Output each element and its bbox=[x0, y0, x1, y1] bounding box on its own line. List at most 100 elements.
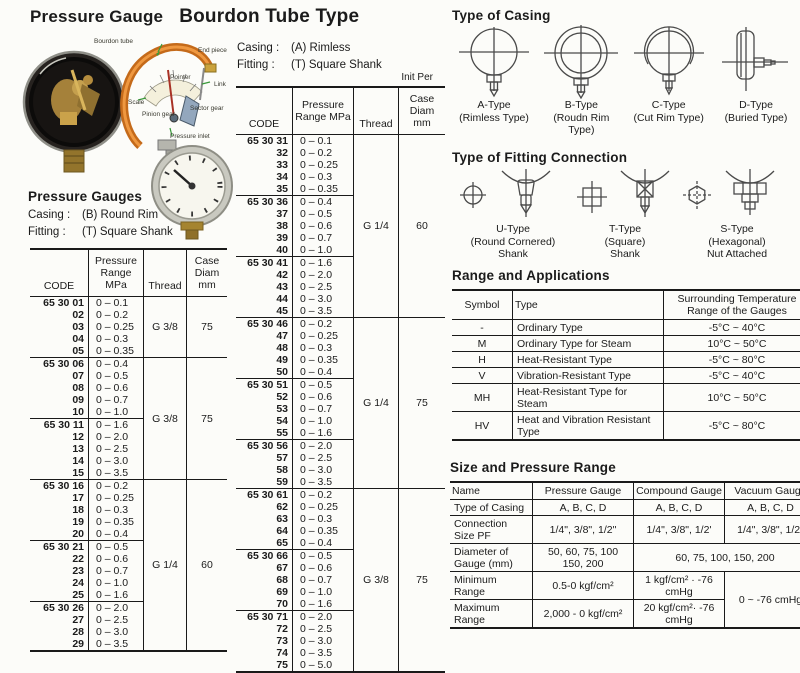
pressure-range-cell: 0 – 3.0 bbox=[89, 455, 144, 467]
code-cell: 67 bbox=[236, 562, 293, 574]
code-cell: 72 bbox=[236, 623, 293, 635]
column-header: Symbol bbox=[452, 290, 513, 320]
pressure-range-cell: 0 – 3.0 bbox=[293, 293, 354, 305]
thread-cell: G 1/4 bbox=[144, 480, 187, 652]
pressure-range-cell: 0 – 0.3 bbox=[89, 333, 144, 345]
left-fitting-line: Fitting : (T) Square Shank bbox=[28, 224, 218, 241]
temperature-range-cell: 10°C ~ 50°C bbox=[664, 384, 800, 412]
value-cell: 2,000 - 0 kgf/cm² bbox=[533, 600, 634, 629]
pressure-range-cell: 0 – 0.3 bbox=[89, 504, 144, 516]
fitting-type-desc: (Hexagonal) bbox=[676, 236, 798, 249]
casing-label: Casing : bbox=[237, 40, 291, 57]
type-cell: Heat-Resistant Type for Steam bbox=[513, 384, 664, 412]
column-header: CODE bbox=[30, 249, 89, 297]
code-cell: 13 bbox=[30, 443, 89, 455]
column-header: Compound Gauge bbox=[634, 482, 725, 500]
square-shank-icon bbox=[577, 167, 687, 223]
case-diam-cell: 60 bbox=[399, 135, 446, 318]
code-cell: 09 bbox=[30, 394, 89, 406]
code-cell: 44 bbox=[236, 293, 293, 305]
code-cell: 59 bbox=[236, 476, 293, 489]
code-cell: 50 bbox=[236, 366, 293, 379]
code-cell: 18 bbox=[30, 504, 89, 516]
pressure-range-cell: 0 – 1.0 bbox=[293, 244, 354, 257]
pressure-range-cell: 0 – 0.3 bbox=[293, 342, 354, 354]
code-cell: 65 30 01 bbox=[30, 297, 89, 310]
value-cell: 0.5-0 kgf/cm² bbox=[533, 572, 634, 600]
code-cell: 47 bbox=[236, 330, 293, 342]
code-cell: 70 bbox=[236, 598, 293, 611]
table-row: Diameter of Gauge (mm)50, 60, 75, 100 15… bbox=[450, 544, 800, 572]
left-section-info: Pressure Gauges Casing : (B) Round Rim F… bbox=[28, 189, 218, 241]
code-cell: 73 bbox=[236, 635, 293, 647]
pressure-range-cell: 0 – 0.2 bbox=[89, 309, 144, 321]
middle-section-info: Casing : (A) Rimless Fitting : (T) Squar… bbox=[237, 40, 435, 74]
fitting-type-u: U-Type (Round Cornered) Shank bbox=[452, 167, 574, 261]
pressure-range-cell: 0 – 0.6 bbox=[293, 562, 354, 574]
code-cell: 22 bbox=[30, 553, 89, 565]
pressure-range-cell: 0 – 1.6 bbox=[293, 598, 354, 611]
fitting-type-desc2: Nut Attached bbox=[676, 248, 798, 261]
round-cornered-shank-icon bbox=[458, 167, 568, 223]
code-cell: 65 30 31 bbox=[236, 135, 293, 148]
pressure-range-cell: 0 – 3.5 bbox=[89, 467, 144, 480]
type-cell: Ordinary Type for Steam bbox=[513, 336, 664, 352]
column-header: Pressure Range MPa bbox=[89, 249, 144, 297]
symbol-cell: HV bbox=[452, 412, 513, 441]
code-cell: 23 bbox=[30, 565, 89, 577]
symbol-cell: M bbox=[452, 336, 513, 352]
column-header: Type bbox=[513, 290, 664, 320]
type-of-fitting-section: Type of Fitting Connection U-Type (Round… bbox=[452, 150, 798, 261]
diagram-label-end-piece: End piece bbox=[198, 47, 227, 54]
size-section-title: Size and Pressure Range bbox=[450, 460, 797, 475]
column-header: Name bbox=[450, 482, 533, 500]
code-cell: 17 bbox=[30, 492, 89, 504]
row-label-cell: Maximum Range bbox=[450, 600, 533, 629]
code-cell: 63 bbox=[236, 513, 293, 525]
cut-rim-gauge-icon bbox=[629, 25, 709, 99]
symbol-cell: H bbox=[452, 352, 513, 368]
code-cell: 65 30 11 bbox=[30, 419, 89, 432]
buried-gauge-icon bbox=[716, 25, 796, 99]
diagram-label-pinion-gear: Pinion gear bbox=[142, 111, 175, 118]
pressure-range-cell: 0 – 1.0 bbox=[293, 586, 354, 598]
pressure-range-cell: 0 – 1.0 bbox=[293, 415, 354, 427]
casing-type-a: A-Type (Rimless Type) bbox=[452, 25, 536, 137]
fitting-value: (T) Square Shank bbox=[82, 224, 173, 241]
pressure-range-cell: 0 – 0.3 bbox=[293, 513, 354, 525]
value-cell: A, B, C, D bbox=[634, 500, 725, 516]
pressure-range-cell: 0 – 0.35 bbox=[89, 516, 144, 528]
casing-type-c: C-Type (Cut Rim Type) bbox=[627, 25, 711, 137]
pressure-range-cell: 0 – 0.7 bbox=[293, 403, 354, 415]
code-cell: 12 bbox=[30, 431, 89, 443]
case-diam-cell: 75 bbox=[399, 489, 446, 673]
pressure-range-cell: 0 – 0.7 bbox=[293, 232, 354, 244]
row-label-cell: Minimum Range bbox=[450, 572, 533, 600]
pressure-range-cell: 0 – 3.5 bbox=[293, 647, 354, 659]
pressure-range-cell: 0 – 0.3 bbox=[293, 171, 354, 183]
casing-type-name: D-Type bbox=[714, 99, 798, 112]
code-cell: 24 bbox=[30, 577, 89, 589]
pressure-range-cell: 0 – 0.7 bbox=[89, 394, 144, 406]
page-title-main: Pressure Gauge bbox=[30, 7, 163, 26]
code-cell: 65 30 41 bbox=[236, 257, 293, 270]
fitting-type-s: S-Type (Hexagonal) Nut Attached bbox=[676, 167, 798, 261]
diagram-label-link: Link bbox=[214, 81, 226, 88]
pressure-range-cell: 0 – 0.35 bbox=[293, 354, 354, 366]
code-cell: 34 bbox=[236, 171, 293, 183]
type-cell: Ordinary Type bbox=[513, 320, 664, 336]
row-label-cell: Diameter of Gauge (mm) bbox=[450, 544, 533, 572]
temperature-range-cell: -5°C ~ 80°C bbox=[664, 352, 800, 368]
code-cell: 42 bbox=[236, 269, 293, 281]
column-header: Thread bbox=[144, 249, 187, 297]
pressure-range-cell: 0 – 0.35 bbox=[293, 183, 354, 196]
fitting-type-desc: (Square) bbox=[577, 236, 673, 249]
pressure-range-cell: 0 – 0.7 bbox=[89, 565, 144, 577]
pressure-range-cell: 0 – 2.5 bbox=[293, 281, 354, 293]
unit-note: Init Per bbox=[237, 72, 433, 83]
pressure-range-cell: 0 – 0.35 bbox=[89, 345, 144, 358]
code-cell: 57 bbox=[236, 452, 293, 464]
code-cell: 49 bbox=[236, 354, 293, 366]
